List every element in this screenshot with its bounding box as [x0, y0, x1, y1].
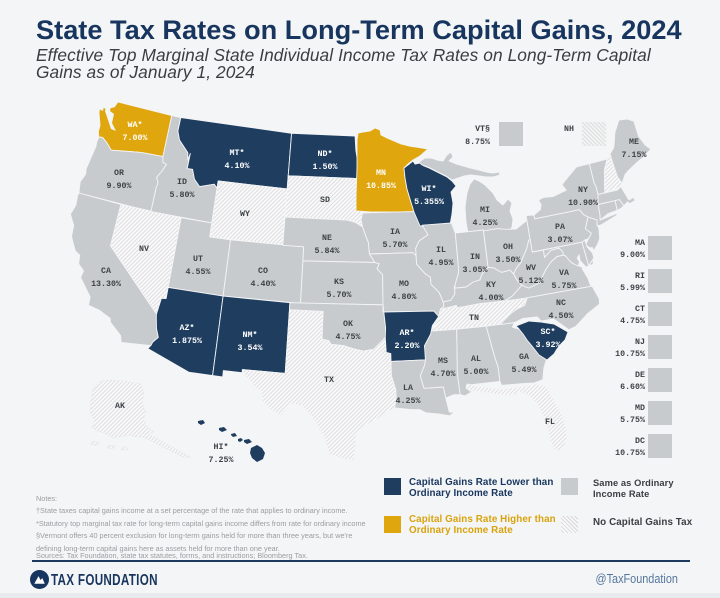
svg-text:KY: KY: [486, 281, 496, 290]
svg-text:5.12%: 5.12%: [519, 277, 544, 286]
svg-text:IL: IL: [436, 246, 446, 255]
svg-text:7.15%: 7.15%: [622, 151, 647, 160]
svg-text:AL: AL: [471, 355, 481, 364]
svg-text:3.54%: 3.54%: [238, 344, 263, 353]
svg-text:10.90%: 10.90%: [568, 199, 598, 208]
svg-text:10.75%: 10.75%: [615, 449, 645, 458]
svg-text:IN: IN: [470, 253, 480, 262]
svg-text:4.70%: 4.70%: [431, 370, 456, 379]
svg-text:MT*: MT*: [230, 148, 245, 158]
svg-text:VA: VA: [559, 269, 569, 278]
svg-text:4.95%: 4.95%: [429, 259, 454, 268]
svg-text:WI*: WI*: [422, 184, 437, 194]
svg-text:8.75%: 8.75%: [465, 138, 490, 147]
svg-text:13.30%: 13.30%: [91, 280, 121, 289]
svg-text:4.00%: 4.00%: [479, 294, 504, 303]
svg-text:4.25%: 4.25%: [473, 219, 498, 228]
svg-text:GA: GA: [519, 353, 529, 362]
svg-text:10.85%: 10.85%: [366, 182, 396, 191]
svg-text:WY: WY: [240, 210, 250, 219]
svg-text:MD: MD: [635, 404, 645, 413]
svg-text:DC: DC: [635, 437, 645, 446]
svg-text:5.70%: 5.70%: [383, 241, 408, 250]
svg-text:7.25%: 7.25%: [209, 456, 234, 465]
svg-text:UT: UT: [193, 255, 203, 264]
svg-text:ID: ID: [177, 178, 187, 187]
svg-text:5.49%: 5.49%: [512, 366, 537, 375]
svg-text:PA: PA: [555, 223, 565, 232]
svg-text:WV: WV: [526, 264, 536, 273]
svg-text:4.80%: 4.80%: [392, 293, 417, 302]
svg-text:3.05%: 3.05%: [463, 266, 488, 275]
svg-text:3.92%: 3.92%: [536, 341, 561, 350]
svg-text:9.90%: 9.90%: [107, 182, 132, 191]
svg-text:4.50%: 4.50%: [549, 312, 574, 321]
svg-text:CO: CO: [258, 267, 268, 276]
svg-text:4.40%: 4.40%: [251, 280, 276, 289]
svg-text:IA: IA: [390, 228, 400, 237]
svg-text:SC*: SC*: [541, 327, 556, 337]
svg-text:NY: NY: [578, 186, 588, 195]
svg-text:OK: OK: [343, 320, 353, 329]
svg-text:1.50%: 1.50%: [313, 163, 338, 172]
svg-text:WA*: WA*: [128, 120, 143, 130]
svg-text:NM*: NM*: [243, 330, 258, 340]
svg-text:RI: RI: [635, 272, 645, 281]
svg-text:VT§: VT§: [475, 124, 490, 134]
svg-text:LA: LA: [403, 384, 413, 393]
svg-text:NH: NH: [564, 125, 574, 134]
svg-text:10.75%: 10.75%: [615, 350, 645, 359]
svg-text:ME: ME: [629, 138, 639, 147]
svg-text:5.00%: 5.00%: [464, 368, 489, 377]
svg-text:MA: MA: [635, 239, 645, 248]
svg-text:5.99%: 5.99%: [620, 284, 645, 293]
svg-text:AK: AK: [115, 402, 125, 411]
svg-text:OH: OH: [503, 243, 513, 252]
svg-text:AR*: AR*: [400, 328, 415, 338]
svg-text:4.75%: 4.75%: [336, 333, 361, 342]
svg-text:5.75%: 5.75%: [620, 416, 645, 425]
svg-text:MN: MN: [376, 169, 386, 178]
svg-text:NV: NV: [139, 245, 149, 254]
svg-text:3.50%: 3.50%: [496, 256, 521, 265]
svg-text:HI*: HI*: [214, 442, 229, 452]
svg-text:TN: TN: [469, 314, 479, 323]
svg-text:4.25%: 4.25%: [396, 397, 421, 406]
svg-text:6.60%: 6.60%: [620, 383, 645, 392]
svg-text:4.75%: 4.75%: [620, 317, 645, 326]
svg-text:SD: SD: [320, 196, 330, 205]
svg-text:KS: KS: [334, 278, 344, 287]
svg-text:5.355%: 5.355%: [414, 198, 444, 207]
svg-text:5.80%: 5.80%: [170, 191, 195, 200]
svg-text:3.07%: 3.07%: [548, 236, 573, 245]
svg-text:FL: FL: [545, 418, 555, 427]
svg-text:MI: MI: [480, 206, 490, 215]
svg-text:5.70%: 5.70%: [327, 291, 352, 300]
svg-text:4.55%: 4.55%: [186, 268, 211, 277]
svg-text:DE: DE: [635, 371, 645, 380]
svg-text:5.84%: 5.84%: [315, 247, 340, 256]
svg-text:NJ: NJ: [635, 338, 645, 347]
svg-text:4.10%: 4.10%: [225, 162, 250, 171]
svg-text:9.00%: 9.00%: [620, 251, 645, 260]
svg-text:OR: OR: [114, 169, 124, 178]
svg-text:7.00%: 7.00%: [123, 134, 148, 143]
svg-text:MO: MO: [399, 280, 409, 289]
svg-text:5.75%: 5.75%: [552, 282, 577, 291]
svg-text:1.875%: 1.875%: [172, 337, 202, 346]
svg-text:TX: TX: [324, 376, 334, 385]
svg-text:NC: NC: [556, 299, 566, 308]
svg-text:MS: MS: [438, 357, 448, 366]
svg-text:AZ*: AZ*: [180, 323, 195, 333]
svg-text:ND*: ND*: [318, 149, 333, 159]
svg-text:2.20%: 2.20%: [395, 342, 420, 351]
svg-text:CA: CA: [101, 267, 111, 276]
svg-text:NE: NE: [322, 234, 332, 243]
svg-text:CT: CT: [635, 305, 645, 314]
